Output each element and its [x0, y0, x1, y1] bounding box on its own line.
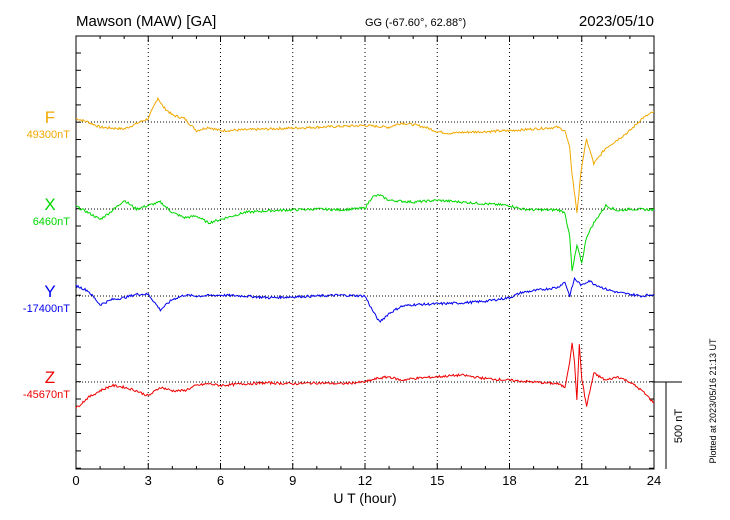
date-label: 2023/05/10 — [579, 13, 654, 30]
scale-bar-label: 500 nT — [673, 409, 685, 444]
x-tick-label: 9 — [289, 473, 296, 488]
station-coordinates: GG (-67.60°, 62.88°) — [365, 17, 466, 29]
x-tick-labels: 0 3 6 9 12 15 18 21 24 — [72, 473, 661, 488]
series-baseline-label-y: -17400nT — [23, 303, 70, 315]
scale-bar: 500 nT — [654, 381, 685, 469]
x-axis-label: U T (hour) — [333, 490, 396, 506]
series-baseline-label-z: -45670nT — [23, 389, 70, 401]
grid — [147, 36, 583, 469]
series-name-z: Z — [45, 368, 55, 387]
x-tick-label: 12 — [358, 473, 372, 488]
x-tick-label: 18 — [502, 473, 516, 488]
series-name-x: X — [44, 195, 55, 214]
series-line-z — [75, 342, 655, 409]
series-line-x — [75, 194, 655, 272]
x-tick-label: 6 — [217, 473, 224, 488]
axis-ticks — [75, 36, 655, 469]
series-name-f: F — [45, 108, 55, 127]
x-tick-label: 0 — [72, 473, 79, 488]
series-baseline-label-f: 49300nT — [27, 129, 71, 141]
plotted-timestamp: Plotted at 2023/05/16 21:13 UT — [708, 338, 718, 464]
x-tick-label: 3 — [145, 473, 152, 488]
series-baseline-label-x: 6460nT — [33, 216, 71, 228]
series-lines — [75, 96, 655, 409]
series-line-y — [75, 276, 655, 323]
series-labels: F 49300nT X 6460nT Y -17400nT Z -45670nT — [23, 108, 70, 401]
x-tick-label: 24 — [647, 473, 661, 488]
x-tick-label: 15 — [430, 473, 444, 488]
series-line-f — [75, 96, 655, 213]
station-title: Mawson (MAW) [GA] — [76, 13, 216, 30]
x-tick-label: 21 — [575, 473, 589, 488]
series-name-y: Y — [44, 282, 55, 301]
